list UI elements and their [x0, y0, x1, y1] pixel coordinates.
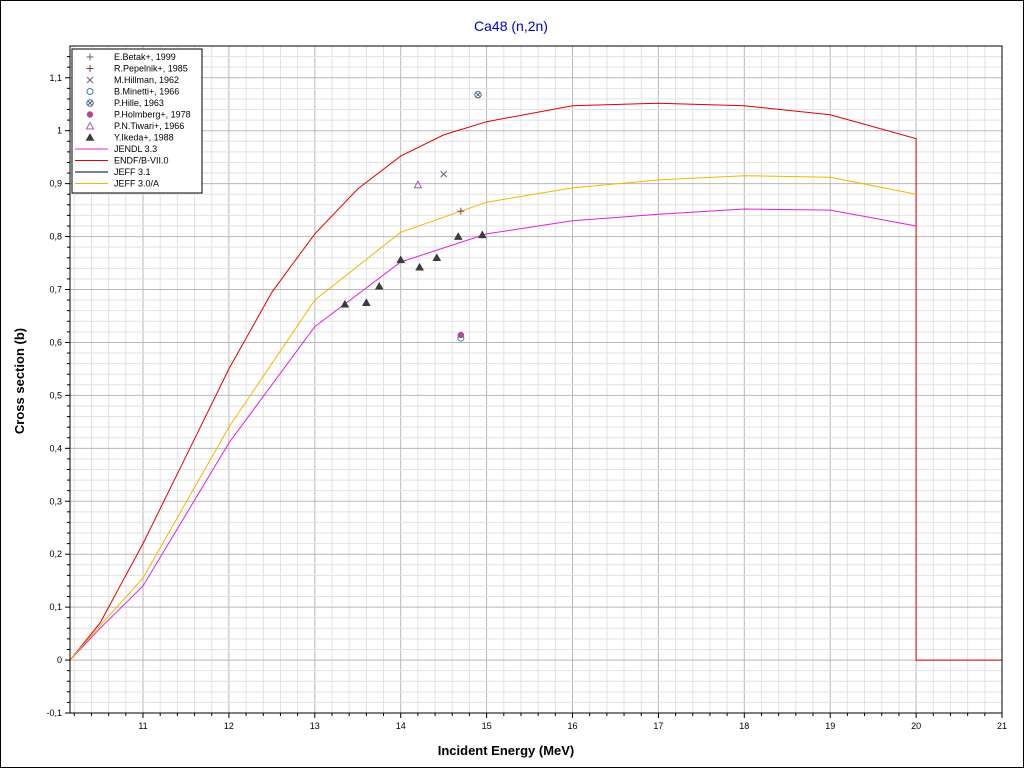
x-tick-label: 17: [653, 721, 663, 731]
x-tick-label: 18: [739, 721, 749, 731]
legend: E.Betak+, 1999 R.Pepelnik+, 1985M.Hillman…: [71, 48, 203, 194]
y-tick-label: 1,1: [49, 73, 62, 83]
x-tick-label: 15: [482, 721, 492, 731]
legend-marker: [86, 76, 94, 84]
legend-marker: [86, 53, 94, 61]
data-point: [413, 180, 423, 189]
legend-marker: [85, 121, 95, 130]
x-axis-label: Incident Energy (MeV): [438, 743, 575, 758]
legend-entry: E.Betak+, 1999: [114, 52, 176, 62]
legend-entry: JEFF 3.0/A: [114, 179, 159, 189]
x-tick-label: 14: [396, 721, 406, 731]
legend-entry: P.Hille, 1963: [114, 98, 164, 108]
axis-ticks: 11 12 13 14 15 16 17 18 19 20 21 -0,1 0 0,1 0,2 0,3 0,4 0…: [46, 56, 1007, 731]
data-point: [361, 298, 371, 306]
legend-entry: Y.Ikeda+, 1988: [114, 133, 174, 143]
data-point: [396, 255, 406, 264]
data-point: [374, 281, 384, 290]
x-tick-label: 11: [138, 721, 147, 731]
plot-markers: [340, 91, 487, 342]
legend-entry: ENDF/B-VII.0: [114, 156, 169, 166]
data-point: [457, 207, 465, 215]
x-tick-label: 21: [997, 721, 1007, 731]
y-tick-label: 1: [57, 126, 62, 136]
plot-area-border: [69, 45, 1003, 714]
series-line: [69, 175, 917, 661]
data-point: [453, 232, 463, 240]
x-tick-label: 20: [911, 721, 921, 731]
legend-entry: JEFF 3.1: [114, 167, 151, 177]
legend-box: [71, 48, 203, 194]
data-point: [477, 230, 487, 239]
y-tick-label: 0,1: [49, 602, 62, 612]
legend-entry: P.N.Tiwari+, 1966: [114, 121, 184, 131]
series-line: [69, 208, 917, 661]
y-tick-label: 0,2: [49, 549, 62, 559]
legend-entry: R.Pepelnik+, 1985: [114, 64, 188, 74]
y-tick-label: 0,4: [49, 443, 62, 453]
y-tick-label: 0,7: [49, 285, 62, 295]
data-point: [457, 331, 465, 339]
x-tick-label: 13: [310, 721, 320, 731]
x-tick-label: 19: [825, 721, 835, 731]
data-point: [474, 91, 482, 99]
legend-marker: [86, 65, 94, 72]
legend-marker: [85, 132, 95, 141]
y-tick-label: 0,3: [49, 496, 62, 506]
data-point: [432, 253, 442, 261]
y-tick-label: 0,6: [49, 337, 62, 347]
legend-entry: B.Minetti+, 1966: [114, 87, 179, 97]
y-tick-label: 0,8: [49, 232, 62, 242]
plot-series: [69, 102, 1002, 661]
y-tick-label: 0: [57, 655, 62, 665]
legend-marker: [86, 111, 94, 118]
legend-marker: [86, 88, 94, 95]
series-line: [69, 102, 1002, 661]
data-point: [340, 299, 350, 308]
x-tick-label: 16: [567, 721, 577, 731]
legend-marker: [86, 99, 94, 107]
x-tick-label: 12: [224, 721, 234, 731]
y-tick-label: -0,1: [46, 708, 62, 718]
legend-entry: P.Holmberg+, 1978: [114, 110, 191, 120]
legend-entry: M.Hillman, 1962: [114, 75, 179, 85]
chart-title: Ca48 (n,2n): [474, 18, 548, 34]
data-point: [415, 262, 425, 271]
y-tick-label: 0,5: [49, 390, 62, 400]
grid: [70, 46, 1003, 714]
y-tick-label: 0,9: [49, 179, 62, 189]
y-axis-label: Cross section (b): [12, 328, 27, 434]
legend-entry: JENDL 3.3: [114, 144, 157, 154]
data-point: [440, 170, 448, 178]
